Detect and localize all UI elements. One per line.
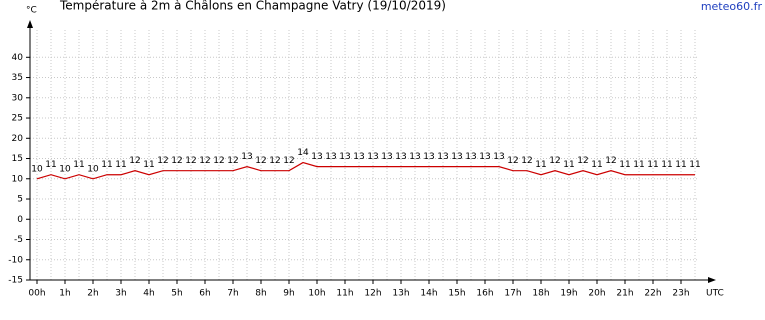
x-tick-label: 4h [143, 289, 154, 299]
data-label: 11 [661, 160, 672, 170]
data-label: 11 [563, 160, 574, 170]
x-tick-label: 11h [336, 289, 353, 299]
data-label: 11 [73, 160, 84, 170]
data-label: 13 [465, 152, 476, 162]
x-tick-label: 16h [476, 289, 493, 299]
data-label: 11 [619, 160, 630, 170]
data-label: 11 [45, 160, 56, 170]
x-tick-label: 6h [199, 289, 210, 299]
x-tick-label: 3h [115, 289, 126, 299]
y-tick-label: 20 [12, 134, 24, 144]
x-tick-label: 13h [392, 289, 409, 299]
y-tick-label: 5 [17, 195, 23, 205]
data-label: 10 [31, 164, 43, 174]
x-axis-arrow [708, 277, 716, 283]
x-tick-label: 18h [532, 289, 549, 299]
x-tick-label: 23h [672, 289, 689, 299]
x-tick-label: 7h [227, 289, 238, 299]
x-tick-label: 15h [448, 289, 465, 299]
data-label: 11 [689, 160, 700, 170]
x-tick-label: 1h [59, 289, 70, 299]
y-tick-label: -10 [8, 255, 23, 265]
x-tick-label: 10h [308, 289, 325, 299]
data-label: 12 [227, 156, 238, 166]
data-label: 12 [171, 156, 182, 166]
y-axis-label: °C [26, 6, 37, 16]
x-tick-label: 9h [283, 289, 294, 299]
y-tick-label: 15 [12, 154, 23, 164]
y-tick-label: 30 [12, 93, 24, 103]
data-label: 13 [367, 152, 378, 162]
x-tick-label: 19h [560, 289, 577, 299]
x-tick-label: 00h [28, 289, 45, 299]
data-label: 12 [549, 156, 560, 166]
data-label: 11 [535, 160, 546, 170]
temperature-line [36, 161, 695, 180]
data-label: 12 [577, 156, 588, 166]
data-label: 12 [269, 156, 280, 166]
data-label: 13 [353, 152, 364, 162]
y-tick-label: 10 [12, 174, 24, 184]
data-label: 12 [255, 156, 266, 166]
x-tick-label: 20h [588, 289, 605, 299]
data-label: 11 [143, 160, 154, 170]
data-label: 13 [451, 152, 462, 162]
data-label: 11 [647, 160, 658, 170]
x-axis-label: UTC [706, 289, 724, 299]
x-tick-label: 8h [255, 289, 266, 299]
data-label: 13 [339, 152, 350, 162]
data-label: 13 [241, 152, 252, 162]
y-tick-label: 25 [12, 114, 23, 124]
data-label: 13 [381, 152, 392, 162]
data-label: 12 [283, 156, 294, 166]
data-label: 11 [101, 160, 112, 170]
site-link[interactable]: meteo60.fr [701, 0, 763, 13]
x-tick-label: 14h [420, 289, 437, 299]
y-tick-label: 35 [12, 73, 23, 83]
data-label: 13 [395, 152, 406, 162]
data-label: 10 [59, 164, 71, 174]
x-tick-label: 17h [504, 289, 521, 299]
chart-title: Température à 2m à Châlons en Champagne … [59, 0, 446, 13]
x-tick-label: 12h [364, 289, 381, 299]
data-label: 11 [633, 160, 644, 170]
x-tick-label: 2h [87, 289, 98, 299]
x-tick-label: 22h [644, 289, 661, 299]
data-label: 13 [325, 152, 336, 162]
x-tick-label: 21h [616, 289, 633, 299]
data-label: 12 [157, 156, 168, 166]
data-label: 12 [521, 156, 532, 166]
data-label: 12 [199, 156, 210, 166]
data-label: 13 [423, 152, 434, 162]
x-tick-label: 5h [171, 289, 182, 299]
data-label: 12 [185, 156, 196, 166]
data-label: 11 [675, 160, 686, 170]
data-label: 13 [311, 152, 322, 162]
data-label: 13 [493, 152, 504, 162]
data-label: 13 [409, 152, 420, 162]
y-tick-label: -5 [14, 235, 23, 245]
data-label: 12 [213, 156, 224, 166]
data-label: 11 [115, 160, 126, 170]
data-label: 13 [479, 152, 490, 162]
y-tick-label: -15 [8, 276, 23, 286]
data-label: 12 [129, 156, 140, 166]
y-axis-arrow [27, 20, 33, 28]
data-label: 10 [87, 164, 99, 174]
data-label: 11 [591, 160, 602, 170]
data-label: 13 [437, 152, 448, 162]
data-label: 12 [507, 156, 518, 166]
y-tick-label: 40 [12, 53, 24, 63]
data-label: 12 [605, 156, 616, 166]
data-label: 14 [297, 148, 309, 158]
site-link-text[interactable]: meteo60.fr [701, 0, 763, 13]
y-tick-label: 0 [17, 215, 23, 225]
